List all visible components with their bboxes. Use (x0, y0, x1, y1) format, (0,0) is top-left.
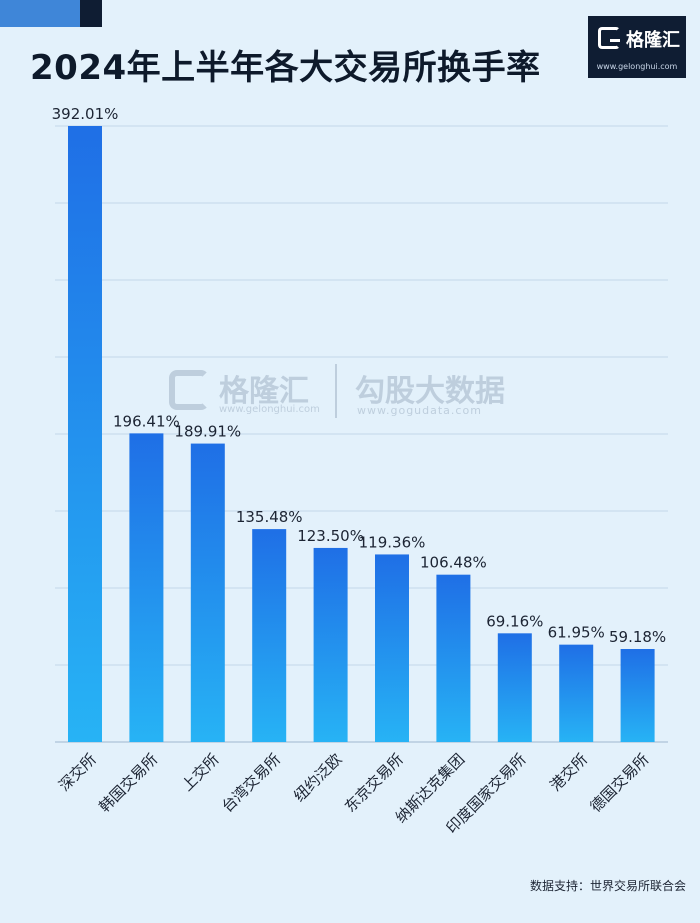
value-label-10: 59.18% (609, 628, 666, 646)
data-source: 数据支持：世界交易所联合会 (529, 879, 686, 893)
watermark: 格隆汇 www.gelonghui.com 勾股大数据 www.gogudata… (165, 364, 525, 434)
value-label-8: 69.16% (486, 612, 543, 630)
watermark-divider (335, 364, 337, 418)
category-label-1: 深交所 (55, 750, 100, 795)
bar-5 (313, 547, 348, 742)
watermark-g-icon (169, 370, 209, 410)
value-label-2: 196.41% (113, 412, 180, 430)
value-label-5: 123.50% (297, 527, 364, 545)
bars (68, 126, 655, 742)
bar-2 (129, 433, 164, 742)
logo-name: 格隆汇 (626, 30, 680, 51)
watermark-name-1: 格隆汇 (219, 374, 309, 409)
bar-6 (375, 554, 409, 742)
category-label-3: 上交所 (178, 750, 223, 795)
category-label-5: 纽约泛欧 (290, 750, 345, 805)
bar-1 (68, 126, 102, 742)
value-label-6: 119.36% (359, 533, 426, 551)
value-label-7: 106.48% (420, 554, 487, 572)
category-label-9: 港交所 (546, 750, 591, 795)
category-label-4: 台湾交易所 (218, 750, 284, 816)
bar-10 (620, 649, 655, 742)
value-label-9: 61.95% (548, 624, 605, 642)
bar-8 (497, 633, 532, 742)
corner-accent-dark (80, 0, 102, 27)
logo-g-icon (598, 27, 620, 49)
bar-9 (559, 644, 594, 742)
value-label-3: 189.91% (174, 423, 241, 441)
bar-7 (436, 574, 471, 742)
corner-accent-light (0, 0, 80, 27)
value-label-1: 392.01% (52, 105, 119, 123)
value-labels: 392.01% 196.41%189.91% 135.48%123.50%119.3… (52, 105, 667, 646)
category-label-6: 东京交易所 (341, 750, 407, 816)
watermark-url-2: www.gogudata.com (357, 404, 482, 417)
bar-4 (252, 529, 287, 742)
category-label-10: 德国交易所 (587, 750, 653, 816)
watermark-name-2: 勾股大数据 (355, 374, 505, 409)
value-label-4: 135.48% (236, 508, 303, 526)
brand-logo: 格隆汇 www.gelonghui.com (588, 16, 686, 78)
category-label-2: 韩国交易所 (95, 750, 161, 816)
watermark-url-1: www.gelonghui.com (219, 404, 320, 415)
chart-title: 2024年上半年各大交易所换手率 (30, 48, 541, 88)
bar-3 (190, 443, 225, 742)
logo-url: www.gelonghui.com (596, 62, 678, 71)
